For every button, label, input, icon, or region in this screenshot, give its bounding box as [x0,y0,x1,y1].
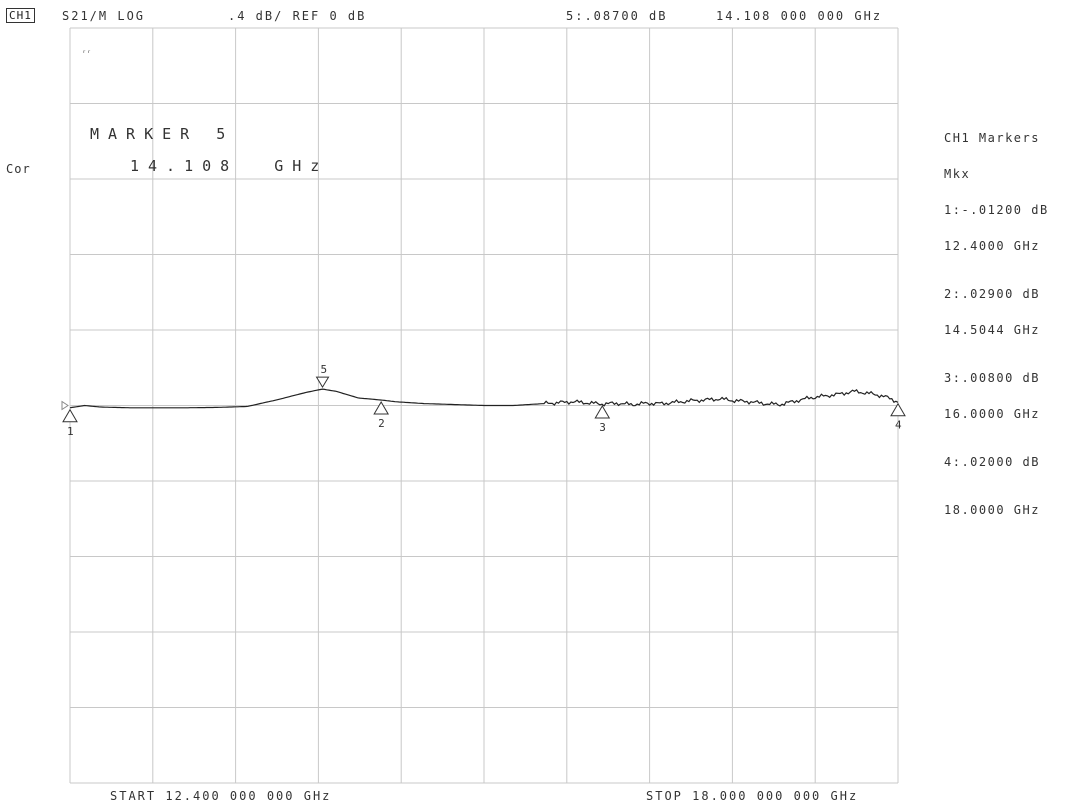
marker-5-triangle [315,376,330,389]
marker-4-triangle [890,402,906,417]
marker-2-freq: 14.5044 GHz [944,323,1040,337]
correction-indicator: Cor [6,162,31,176]
marker-frequency: 14.108 GHz [130,157,329,175]
scale-label: .4 dB/ REF 0 dB [228,9,367,23]
marker-4-label: 4 [895,419,902,432]
marker-1-value: 1:-.01200 dB [944,203,1049,217]
channel-label: CH1 [6,8,35,23]
marker-3-freq: 16.0000 GHz [944,407,1040,421]
format-label: S21/M LOG [62,9,146,23]
marker-4-value: 4:.02000 dB [944,455,1040,469]
marker-5-label: 5 [321,363,328,376]
small-annotation: ᵣᵣ [82,46,92,55]
marker-2-label: 2 [378,417,385,430]
marker-4-freq: 18.0000 GHz [944,503,1040,517]
trace-line [69,388,899,409]
markers-group: 1 2 3 4 5 [62,363,906,438]
marker-3-triangle [594,404,611,419]
marker-3-label: 3 [599,421,606,434]
active-marker-value: 5:.08700 dB [566,9,668,23]
marker-1-freq: 12.4000 GHz [944,239,1040,253]
start-frequency: START 12.400 000 000 GHz [110,789,332,803]
marker-1-triangle [62,408,78,423]
markers-panel-title: CH1 Markers [944,131,1040,145]
stop-frequency: STOP 18.000 000 000 GHz [646,789,859,803]
marker-1-label: 1 [67,425,74,438]
marker-title: MARKER 5 [90,125,235,143]
markers-panel: CH1 Markers Mkx 1:-.01200 dB 12.4000 GHz… [944,108,1049,528]
marker-3-value: 3:.00800 dB [944,371,1040,385]
trace-group [69,388,899,409]
markers-panel-subtitle: Mkx [944,167,971,181]
active-marker-frequency: 14.108 000 000 GHz [716,9,883,23]
marker-2-value: 2:.02900 dB [944,287,1040,301]
marker-2-triangle [373,401,390,415]
reference-level-marker [61,400,69,411]
